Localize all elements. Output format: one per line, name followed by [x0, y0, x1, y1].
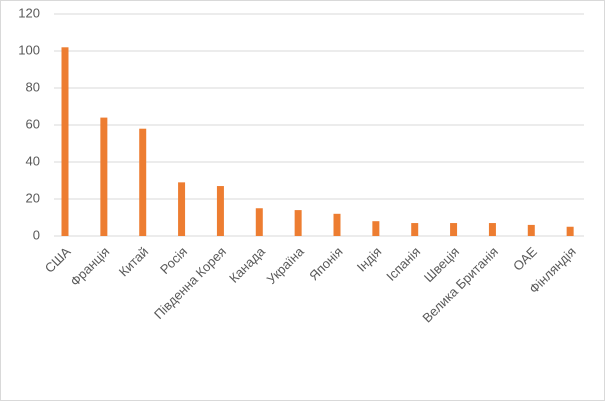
bar: [450, 223, 458, 236]
y-tick-label: 20: [26, 190, 40, 205]
bar: [411, 223, 419, 236]
y-tick-label: 100: [18, 42, 40, 57]
y-tick-label: 80: [26, 79, 40, 94]
bar: [139, 128, 147, 236]
bar: [488, 223, 496, 236]
y-tick-label: 40: [26, 153, 40, 168]
bar: [372, 221, 380, 236]
bar: [527, 224, 535, 236]
y-tick-label: 0: [33, 227, 40, 242]
bar: [100, 117, 108, 236]
bar: [61, 47, 69, 236]
bar: [566, 226, 574, 236]
y-tick-label: 60: [26, 116, 40, 131]
bar: [216, 186, 224, 236]
bar: [333, 213, 341, 236]
bar: [294, 210, 302, 236]
bar: [178, 182, 186, 236]
y-tick-label: 120: [18, 5, 40, 20]
bar: [255, 208, 263, 236]
